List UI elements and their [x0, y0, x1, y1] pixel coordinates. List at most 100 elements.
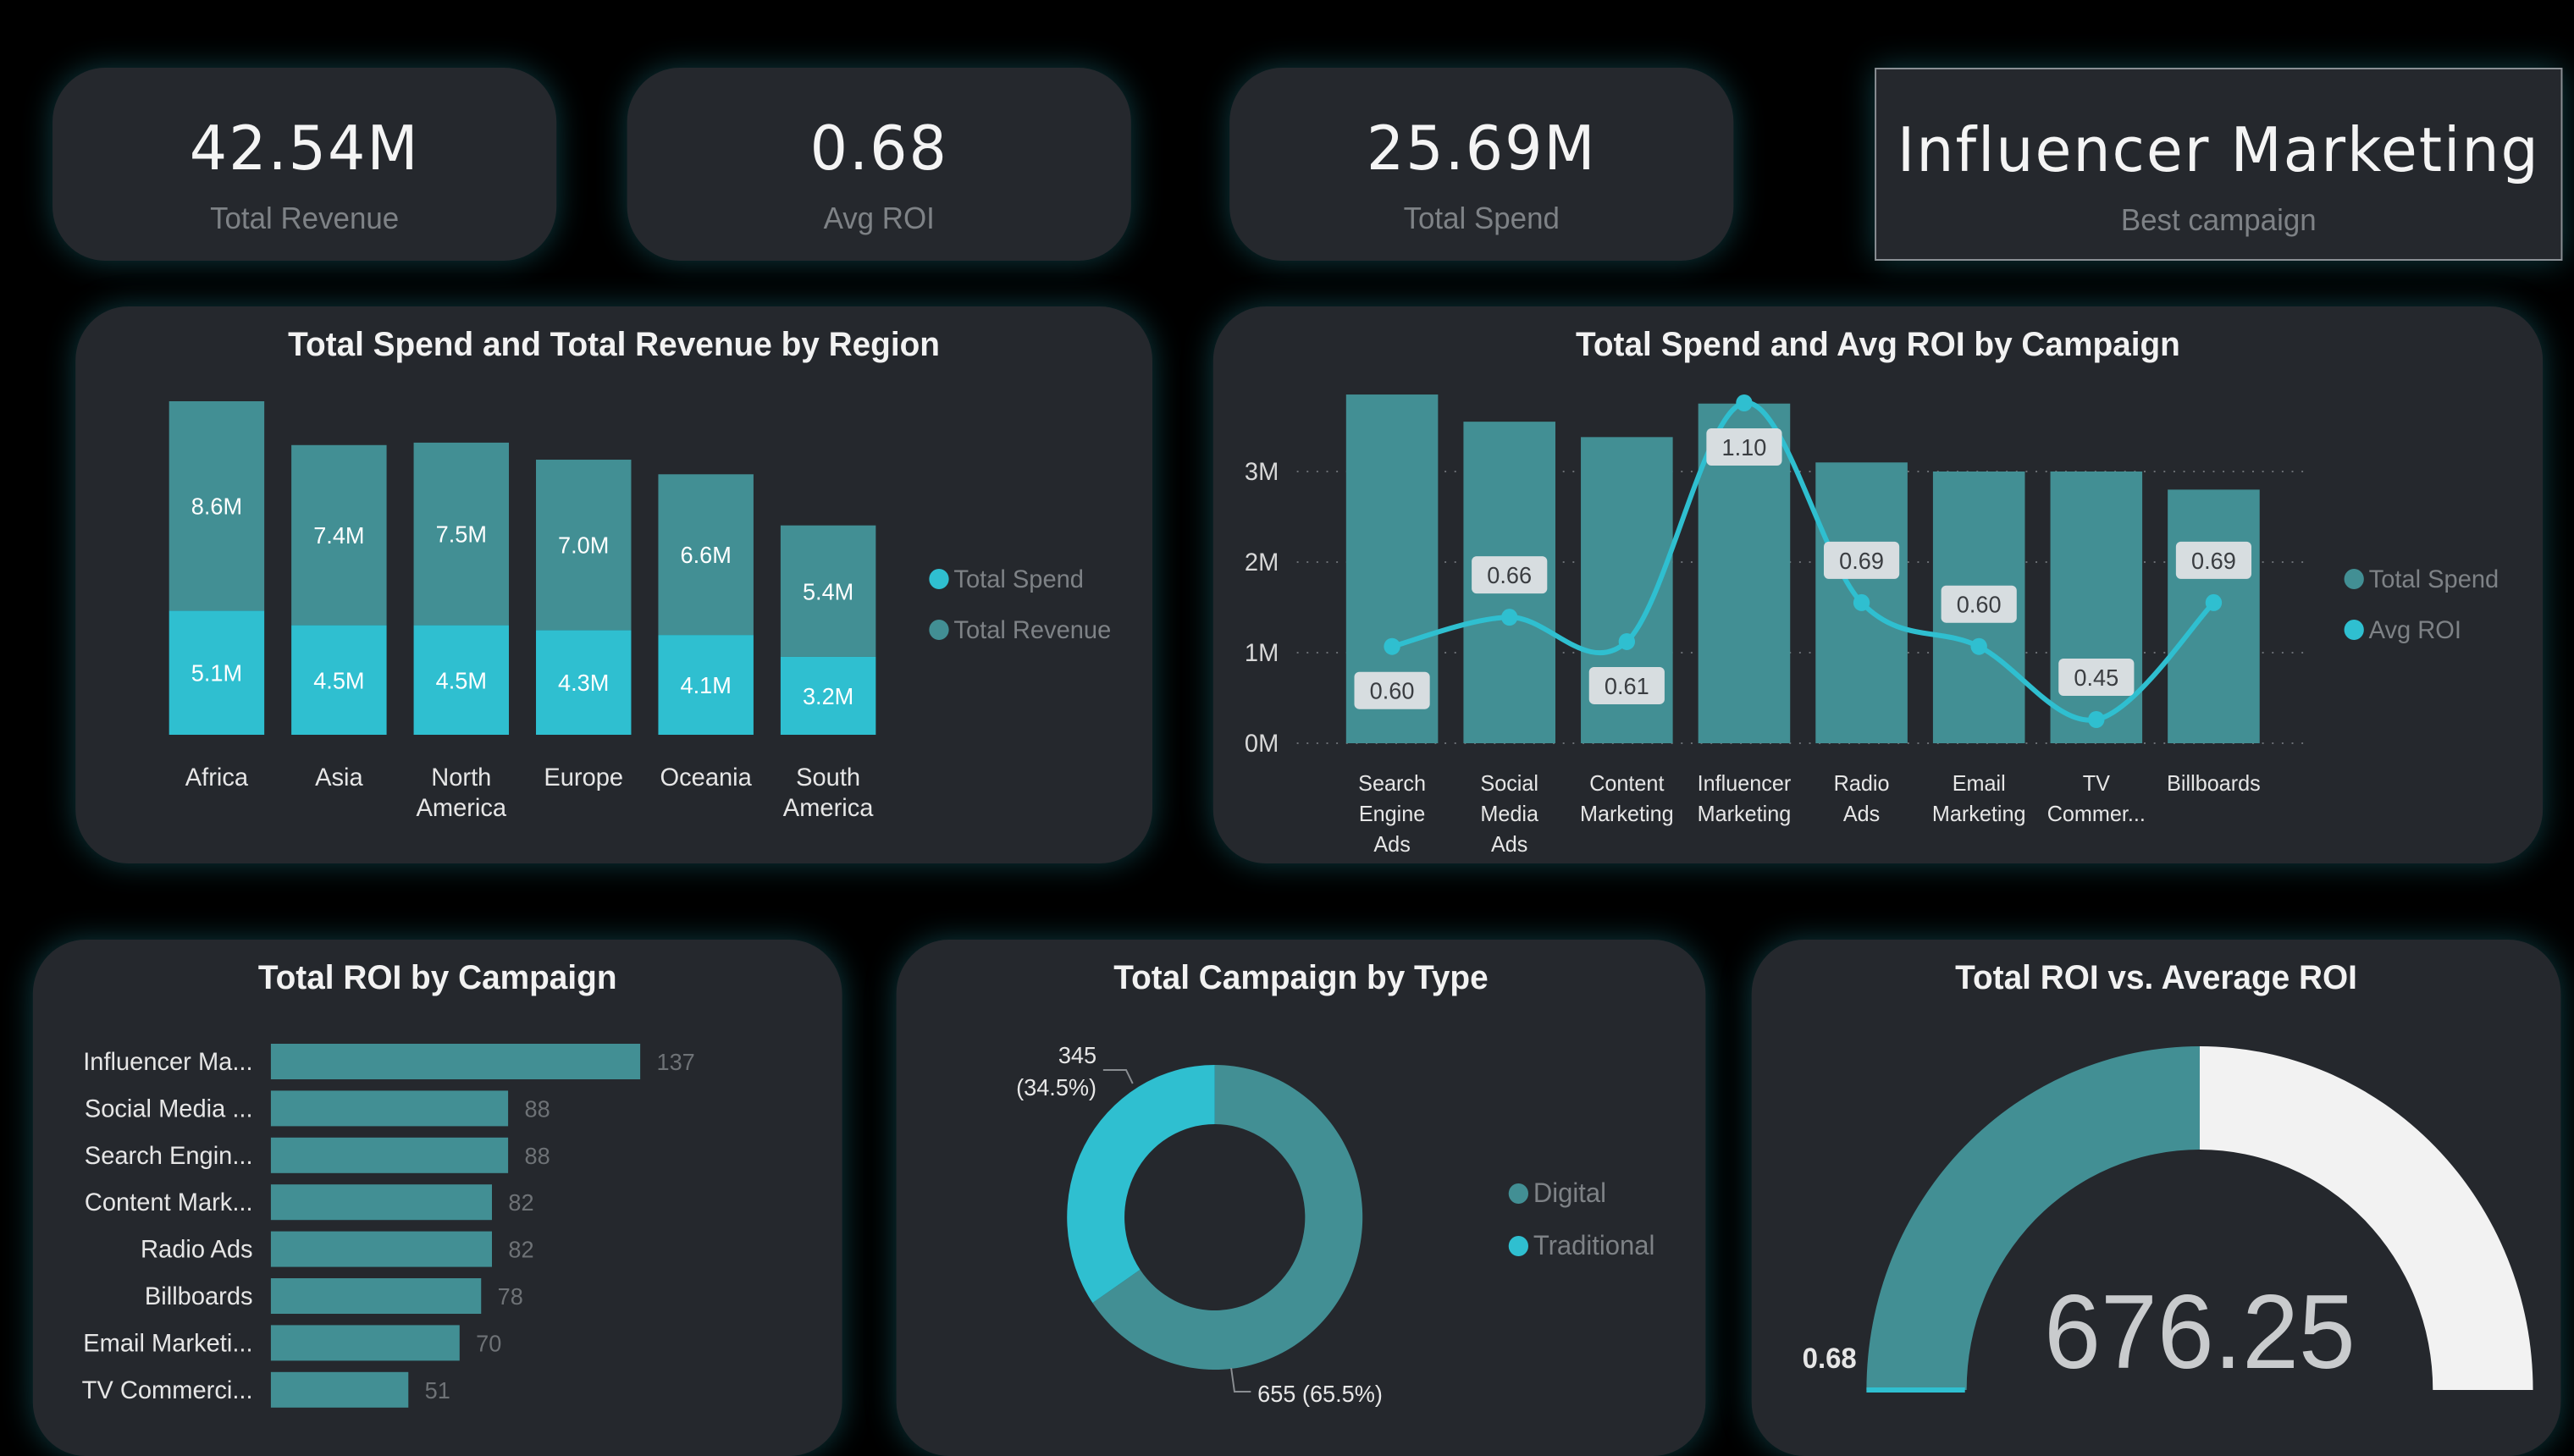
kpi-value: 25.69M: [1366, 115, 1597, 185]
y-tick-label: TV Commerci...: [82, 1376, 253, 1404]
data-label: 655 (65.5%): [1257, 1381, 1383, 1407]
legend-marker: [2344, 569, 2364, 589]
line-point: [1501, 609, 1518, 626]
line-point: [1736, 394, 1753, 411]
legend-label: Avg ROI: [2369, 616, 2461, 645]
bar-total-revenue: [780, 525, 876, 657]
bar-total-spend: [168, 610, 265, 735]
bar-total-spend: [2168, 489, 2260, 743]
line-avg-roi: [1391, 400, 2216, 723]
data-label: 0.60: [1370, 677, 1415, 703]
gauge-remainder: [2199, 1046, 2533, 1390]
bar-total-revenue: [658, 474, 754, 636]
data-label: 82: [508, 1236, 533, 1262]
kpi-card-avg-roi: 0.68 Avg ROI: [627, 68, 1131, 261]
chart-title: Total Spend and Avg ROI by Campaign: [1576, 327, 2180, 364]
bar-total-revenue: [168, 401, 265, 611]
kpi-card-total-spend: 25.69M Total Spend: [1229, 68, 1734, 261]
x-tick-label: Content Marketing: [1580, 772, 1674, 826]
legend-marker: [929, 620, 949, 640]
line-point: [1853, 593, 1870, 611]
data-label-box: [1941, 585, 2017, 623]
data-label: 0.45: [2074, 665, 2118, 691]
data-label: 5.4M: [803, 578, 853, 604]
data-label: 78: [498, 1283, 523, 1310]
data-label: 4.1M: [681, 672, 732, 698]
donut-card: Total Campaign by Type: [896, 940, 1706, 1456]
bar-total-spend: [780, 656, 876, 735]
bar-total-spend: [658, 635, 754, 735]
x-tick-label: North America: [416, 764, 506, 823]
y-tick-label: 1M: [1245, 639, 1279, 668]
kpi-label: Avg ROI: [823, 201, 935, 235]
data-label-box: [2175, 541, 2252, 579]
legend-marker: [1508, 1236, 1529, 1256]
bar-total-spend: [413, 625, 510, 735]
x-tick-label: Influencer Marketing: [1698, 772, 1792, 826]
bar-total-roi: [270, 1278, 482, 1314]
data-label: 0.66: [1487, 562, 1532, 588]
bar-total-spend: [536, 630, 632, 735]
y-tick-label: Content Mark...: [85, 1189, 253, 1217]
y-tick-label: Influencer Ma...: [83, 1048, 252, 1077]
data-label-box: [1823, 541, 1900, 579]
gauge-value-label: 676.25: [2044, 1272, 2356, 1390]
y-tick-label: Billboards: [145, 1282, 253, 1311]
bar-total-spend: [2050, 472, 2143, 743]
x-tick-label: Africa: [185, 764, 249, 792]
bar-total-roi: [270, 1184, 492, 1221]
legend-label: Total Revenue: [953, 616, 1111, 645]
chart-title: Total ROI by Campaign: [257, 960, 617, 997]
bar-total-roi: [270, 1325, 460, 1361]
kpi-card-best-campaign[interactable]: Influencer Marketing Best campaign: [1875, 68, 2563, 261]
y-tick-label: 0M: [1245, 730, 1279, 758]
line-point: [1384, 637, 1400, 655]
data-label: 6.6M: [681, 542, 732, 568]
x-tick-label: Europe: [544, 764, 623, 792]
kpi-label: Total Revenue: [210, 201, 400, 235]
data-label: 1.10: [1722, 434, 1767, 461]
x-tick-label: Social Media Ads: [1480, 772, 1538, 857]
data-label: 88: [524, 1095, 550, 1122]
data-label: 51: [425, 1376, 450, 1403]
y-tick-label: Search Engin...: [85, 1141, 253, 1170]
data-label: 7.0M: [558, 532, 609, 558]
bar-total-revenue: [536, 460, 632, 631]
data-label: 137: [657, 1049, 695, 1075]
data-label-box: [2058, 659, 2135, 696]
x-tick-label: Oceania: [660, 764, 753, 792]
data-label: 0.61: [1605, 673, 1649, 699]
data-label: 4.5M: [436, 667, 487, 693]
bar-total-revenue: [413, 442, 510, 626]
data-label-box: [1472, 556, 1548, 594]
x-tick-label: South America: [783, 764, 874, 823]
data-label: 7.5M: [436, 521, 487, 547]
chart-title: Total ROI vs. Average ROI: [1955, 960, 2357, 997]
data-label: 5.1M: [191, 659, 242, 686]
bar-total-roi: [270, 1090, 509, 1127]
data-label: 3.2M: [803, 683, 853, 709]
bar-total-roi: [270, 1044, 641, 1079]
kpi-label: Best campaign: [2120, 203, 2317, 237]
data-label: (34.5%): [1016, 1074, 1096, 1100]
data-label: 82: [508, 1189, 533, 1216]
x-tick-label: TV Commer...: [2047, 772, 2146, 826]
data-label: 8.6M: [191, 493, 242, 519]
data-label-box: [1706, 428, 1782, 466]
x-tick-label: Billboards: [2167, 772, 2261, 796]
data-label: 0.69: [2191, 548, 2236, 574]
kpi-value: 0.68: [809, 115, 948, 185]
bar-total-roi: [270, 1137, 509, 1173]
data-label: 0.60: [1957, 591, 2002, 617]
data-label-box: [1354, 671, 1430, 709]
bar-total-spend: [291, 625, 387, 735]
bar-total-roi: [270, 1231, 492, 1267]
legend-marker: [1508, 1183, 1529, 1204]
data-label: 345: [1058, 1042, 1096, 1068]
legend-label: Total Spend: [2369, 565, 2499, 594]
x-tick-label: Email Marketing: [1932, 772, 2026, 826]
y-tick-label: 3M: [1245, 458, 1279, 487]
gauge-target-label: 0.68: [1803, 1343, 1857, 1376]
